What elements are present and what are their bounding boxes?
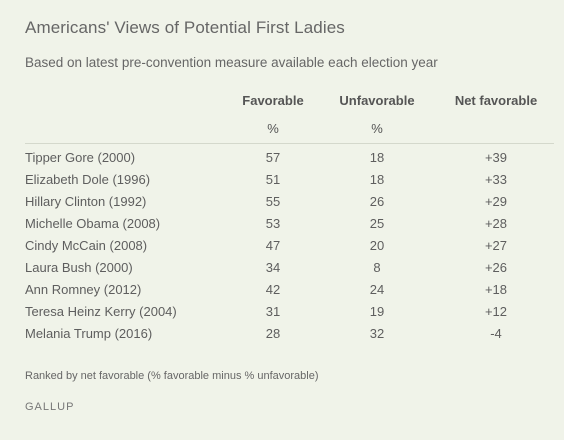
row-net-favorable: +33 xyxy=(484,172,508,187)
row-name: Teresa Heinz Kerry (2004) xyxy=(25,304,177,319)
row-unfavorable: 20 xyxy=(369,238,385,253)
row-name: Ann Romney (2012) xyxy=(25,282,142,297)
table-row: Hillary Clinton (1992) 55 26 +29 xyxy=(0,194,564,216)
row-name: Cindy McCain (2008) xyxy=(25,238,148,253)
row-name: Michelle Obama (2008) xyxy=(25,216,161,231)
row-name: Melania Trump (2016) xyxy=(25,326,153,341)
row-unfavorable: 18 xyxy=(369,172,385,187)
row-name: Hillary Clinton (1992) xyxy=(25,194,147,209)
row-unfavorable: 8 xyxy=(373,260,381,275)
chart-subtitle: Based on latest pre-convention measure a… xyxy=(25,55,438,70)
header-unfavorable: Unfavorable xyxy=(339,93,415,108)
row-net-favorable: +28 xyxy=(484,216,508,231)
header-net-favorable: Net favorable xyxy=(454,93,538,108)
table-row: Michelle Obama (2008) 53 25 +28 xyxy=(0,216,564,238)
row-unfavorable: 32 xyxy=(369,326,385,341)
row-favorable: 55 xyxy=(265,194,281,209)
row-net-favorable: +39 xyxy=(484,150,508,165)
row-favorable: 57 xyxy=(265,150,281,165)
row-favorable: 47 xyxy=(265,238,281,253)
row-net-favorable: +26 xyxy=(484,260,508,275)
row-unfavorable: 24 xyxy=(369,282,385,297)
row-unfavorable: 26 xyxy=(369,194,385,209)
unit-unfavorable: % xyxy=(371,121,383,136)
row-name: Laura Bush (2000) xyxy=(25,260,133,275)
row-net-favorable: +12 xyxy=(484,304,508,319)
row-favorable: 53 xyxy=(265,216,281,231)
row-favorable: 51 xyxy=(265,172,281,187)
row-unfavorable: 19 xyxy=(369,304,385,319)
row-unfavorable: 18 xyxy=(369,150,385,165)
row-name: Elizabeth Dole (1996) xyxy=(25,172,151,187)
header-divider xyxy=(25,143,554,144)
row-favorable: 31 xyxy=(265,304,281,319)
row-net-favorable: -4 xyxy=(490,326,502,341)
table-row: Ann Romney (2012) 42 24 +18 xyxy=(0,282,564,304)
source-credit: GALLUP xyxy=(25,401,75,413)
table-row: Tipper Gore (2000) 57 18 +39 xyxy=(0,150,564,172)
table-row: Laura Bush (2000) 34 8 +26 xyxy=(0,260,564,282)
row-unfavorable: 25 xyxy=(369,216,385,231)
table-row: Elizabeth Dole (1996) 51 18 +33 xyxy=(0,172,564,194)
row-name: Tipper Gore (2000) xyxy=(25,150,136,165)
footnote: Ranked by net favorable (% favorable min… xyxy=(25,370,319,382)
unit-favorable: % xyxy=(267,121,279,136)
row-favorable: 34 xyxy=(265,260,281,275)
row-favorable: 28 xyxy=(265,326,281,341)
row-favorable: 42 xyxy=(265,282,281,297)
row-net-favorable: +18 xyxy=(484,282,508,297)
row-net-favorable: +29 xyxy=(484,194,508,209)
chart-title: Americans' Views of Potential First Ladi… xyxy=(25,18,345,37)
table-row: Cindy McCain (2008) 47 20 +27 xyxy=(0,238,564,260)
header-favorable: Favorable xyxy=(242,93,304,108)
table-row: Teresa Heinz Kerry (2004) 31 19 +12 xyxy=(0,304,564,326)
table-row: Melania Trump (2016) 28 32 -4 xyxy=(0,326,564,348)
row-net-favorable: +27 xyxy=(484,238,508,253)
